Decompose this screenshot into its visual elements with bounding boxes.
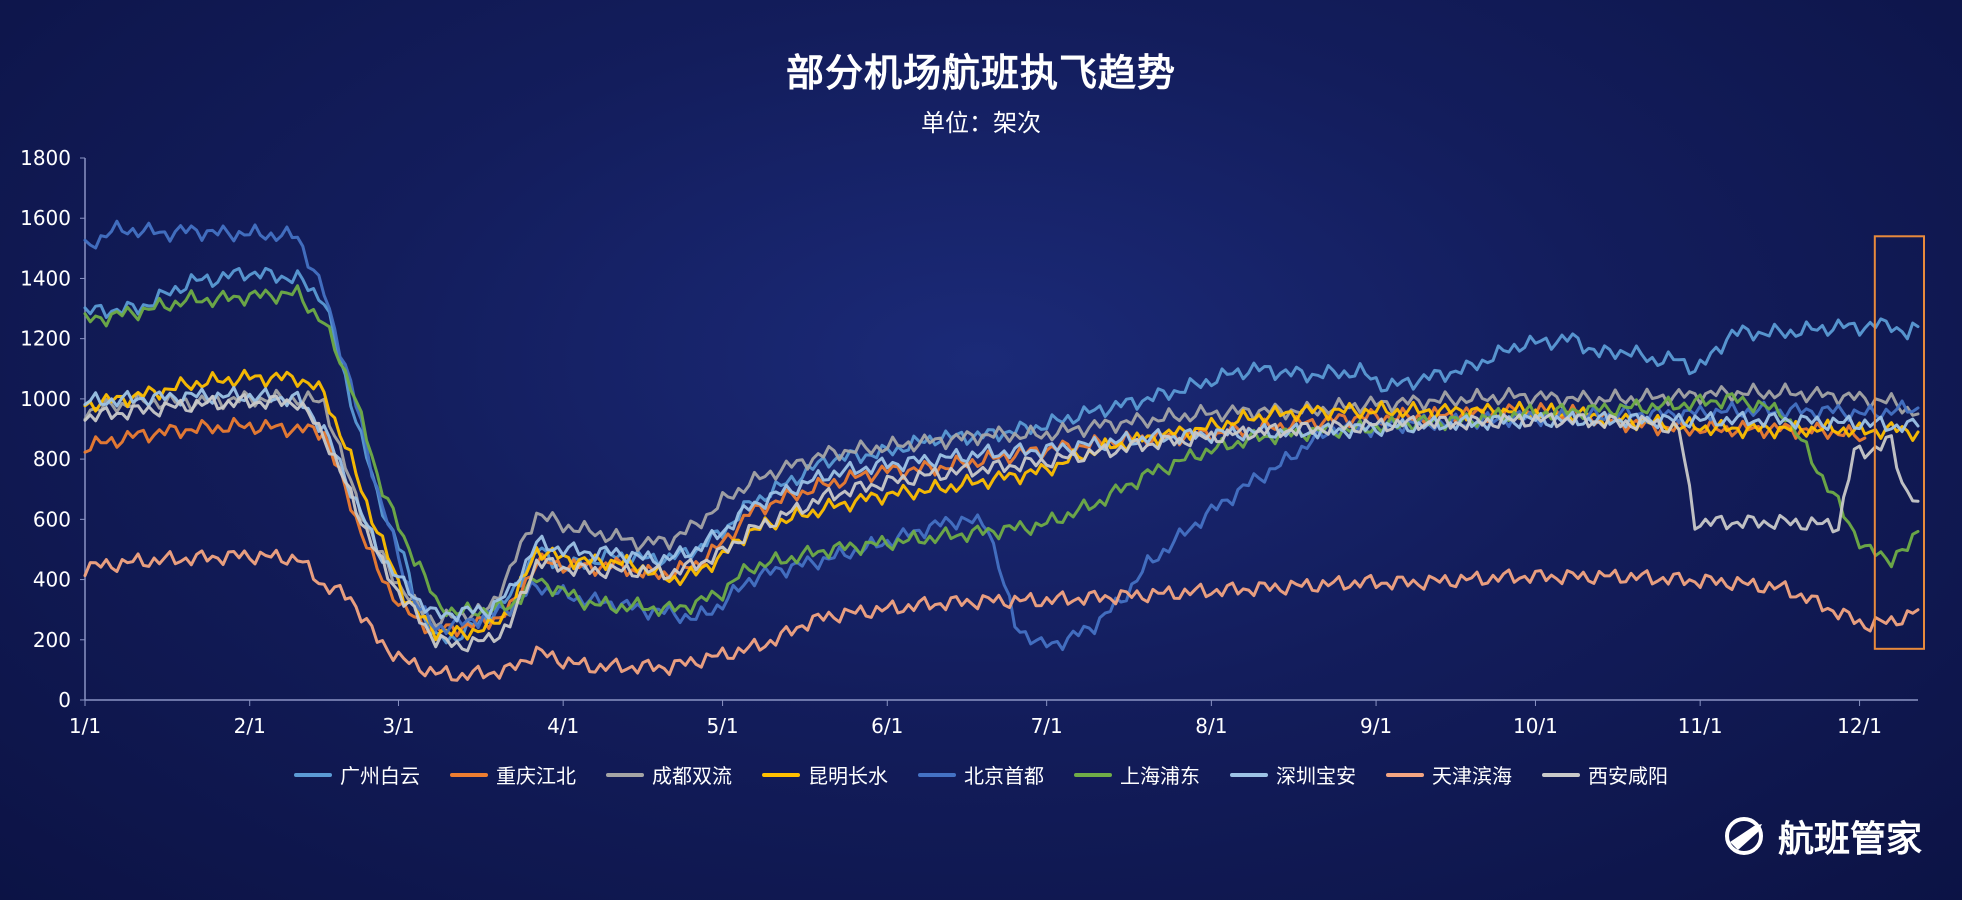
legend-label: 北京首都: [964, 764, 1044, 788]
legend-item: 广州白云: [294, 760, 420, 789]
y-tick-label: 1400: [20, 266, 71, 290]
series-line-9: [83, 393, 1920, 653]
x-tick-label: 10/1: [1513, 714, 1558, 738]
chart-title: 部分机场航班执飞趋势: [785, 51, 1176, 95]
legend-swatch: [294, 772, 332, 777]
y-tick-label: 600: [33, 507, 71, 531]
legend-item: 西安咸阳: [1542, 760, 1668, 789]
series-line-6: [83, 284, 1920, 618]
legend-item: 深圳宝安: [1230, 760, 1356, 789]
x-tick-label: 11/1: [1678, 714, 1723, 738]
x-tick-label: 9/1: [1360, 714, 1392, 738]
y-tick-label: 200: [33, 628, 71, 652]
x-tick-label: 5/1: [706, 714, 738, 738]
x-tick-label: 1/1: [69, 714, 101, 738]
x-tick-label: 7/1: [1031, 714, 1063, 738]
series-line-8: [83, 548, 1920, 682]
legend-label: 成都双流: [652, 764, 732, 788]
y-tick-label: 800: [33, 447, 71, 471]
x-tick-label: 6/1: [871, 714, 903, 738]
legend-item: 天津滨海: [1386, 760, 1512, 789]
y-tick-label: 1800: [20, 146, 71, 170]
series-line-3: [83, 382, 1920, 628]
x-tick-label: 2/1: [234, 714, 266, 738]
legend-item: 成都双流: [606, 760, 732, 789]
chart-subtitle: 单位：架次: [921, 109, 1041, 137]
legend-label: 重庆江北: [496, 764, 576, 788]
y-tick-label: 1200: [20, 327, 71, 351]
legend-item: 北京首都: [918, 760, 1044, 789]
legend-item: 上海浦东: [1074, 760, 1200, 789]
x-tick-label: 4/1: [547, 714, 579, 738]
x-tick-label: 8/1: [1195, 714, 1227, 738]
y-tick-label: 400: [33, 568, 71, 592]
chart-legend: 广州白云 重庆江北 成都双流 昆明长水 北京首都 上海浦东 深圳宝安 天津滨海 西安咸阳: [0, 760, 1962, 789]
series-line-7: [83, 386, 1920, 623]
legend-label: 深圳宝安: [1276, 764, 1356, 788]
x-tick-label: 3/1: [382, 714, 414, 738]
legend-label: 天津滨海: [1432, 764, 1512, 788]
brand-name: 航班管家: [1777, 819, 1922, 860]
legend-label: 广州白云: [340, 764, 420, 788]
legend-swatch: [1386, 772, 1424, 777]
legend-swatch: [762, 772, 800, 777]
x-tick-label: 12/1: [1837, 714, 1882, 738]
plane-logo-icon: [1724, 817, 1763, 855]
legend-swatch: [1230, 772, 1268, 777]
legend-swatch: [450, 772, 488, 777]
y-tick-label: 0: [58, 688, 71, 712]
legend-item: 重庆江北: [450, 760, 576, 789]
legend-label: 上海浦东: [1120, 764, 1200, 788]
highlight-box: [1873, 235, 1926, 650]
legend-label: 西安咸阳: [1588, 764, 1668, 788]
legend-label: 昆明长水: [808, 764, 888, 788]
brand-logo: 航班管家: [1724, 810, 1922, 862]
legend-swatch: [918, 772, 956, 777]
y-tick-label: 1600: [20, 206, 71, 230]
legend-swatch: [1074, 772, 1112, 777]
legend-item: 昆明长水: [762, 760, 888, 789]
legend-swatch: [1542, 772, 1580, 777]
y-tick-label: 1000: [20, 387, 71, 411]
legend-swatch: [606, 772, 644, 777]
